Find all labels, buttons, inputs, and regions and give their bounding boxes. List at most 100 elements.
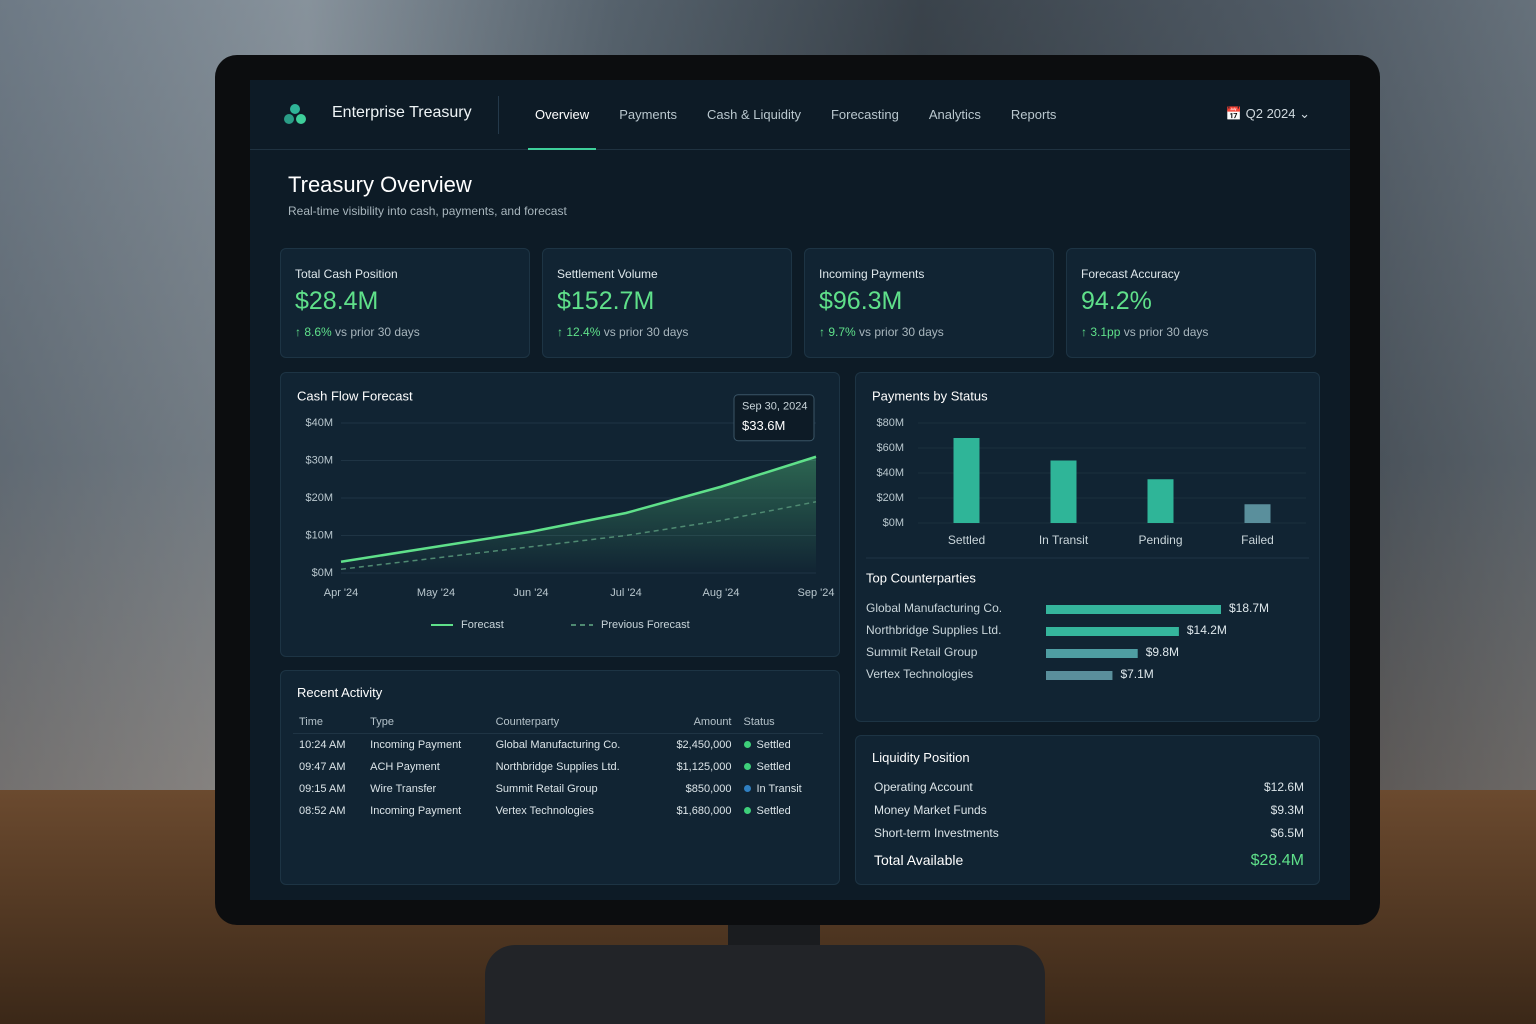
- status-cell: Settled: [738, 756, 824, 778]
- liquidity-value: $9.3M: [1270, 803, 1304, 817]
- liquidity-value: $12.6M: [1263, 780, 1304, 794]
- bar: [1147, 479, 1174, 523]
- kpi-note: vs prior 30 days: [335, 325, 420, 339]
- table-row: 10:24 AM Incoming Payment Global Manufactu…: [293, 734, 823, 757]
- status: Settled: [756, 805, 791, 817]
- bar: [1050, 460, 1077, 523]
- kpi-change: ↑ 9.7% vs prior 30 days: [819, 325, 944, 339]
- nav-item[interactable]: Cash & Liquidity: [707, 107, 801, 122]
- kpi-value: 94.2%: [1081, 287, 1152, 315]
- counterparty-name: Northbridge Supplies Ltd.: [866, 623, 1001, 637]
- time-cell: 10:24 AM: [299, 739, 346, 751]
- line: [340, 501, 817, 570]
- column-header: Type: [364, 711, 490, 734]
- y-tick-label: $20M: [876, 492, 904, 504]
- liquidity-total: Total Available $28.4M: [874, 852, 1304, 869]
- x-tick-label: Jul '24: [610, 587, 641, 599]
- nav: Overview Payments Cash & Liquidity Forecast…: [520, 80, 1071, 150]
- nav-item[interactable]: Forecasting: [830, 107, 899, 122]
- kpi-label: Forecast Accuracy: [1081, 267, 1180, 281]
- status-dot: [743, 807, 751, 814]
- column-header: Status: [737, 711, 823, 734]
- tooltip-value: $33.6M: [742, 418, 785, 433]
- status-dot: [743, 741, 751, 748]
- line: [340, 455, 817, 563]
- kpi-change: ↑ 12.4% vs prior 30 days: [557, 325, 688, 339]
- separator: [498, 96, 499, 134]
- y-tick-label: $60M: [876, 442, 904, 454]
- y-tick-label: $40M: [305, 417, 333, 429]
- page-subtitle: Real-time visibility into cash, payments…: [288, 204, 567, 218]
- kpi-value: $28.4M: [295, 287, 379, 315]
- kpi-value: $96.3M: [819, 287, 903, 315]
- liquidity-row: Money Market Funds $9.3M: [874, 803, 1304, 817]
- payments-chart: Payments by Status $0M $20M $40M $60M $80M Set…: [866, 388, 1309, 681]
- nav-item[interactable]: Analytics: [928, 107, 981, 122]
- counterparty-cell: Northbridge Supplies Ltd.: [495, 761, 620, 773]
- nav-item[interactable]: Payments: [619, 107, 677, 122]
- hbar: [1046, 627, 1179, 636]
- chart-title: Cash Flow Forecast: [297, 388, 413, 403]
- activity-card: Recent Activity Time Type Counterparty Amou…: [280, 670, 840, 885]
- cash-flow-card: Cash Flow Forecast $0M $10M $20M $30M $40M Apr…: [280, 372, 840, 657]
- y-tick-label: $0M: [883, 517, 904, 529]
- kpi-delta: ↑ 3.1pp: [1081, 325, 1121, 339]
- liquidity-title: Liquidity Position: [872, 750, 970, 765]
- amount-cell: $850,000: [685, 783, 732, 795]
- x-tick-label: Jun '24: [513, 587, 548, 599]
- x-tick-label: Pending: [1138, 533, 1182, 547]
- x-tick-label: In Transit: [1039, 533, 1089, 547]
- logo: [284, 104, 306, 124]
- y-tick-label: $20M: [305, 492, 333, 504]
- y-tick-label: $80M: [876, 417, 904, 429]
- table-row: 09:15 AM Wire Transfer Summit Retail Group…: [293, 778, 823, 800]
- table-header: Time Type Counterparty Amount Status: [293, 711, 823, 734]
- chart-title: Top Counterparties: [866, 570, 976, 585]
- counterparty-cell: Summit Retail Group: [495, 783, 598, 795]
- kpi-delta: ↑ 9.7%: [819, 325, 856, 339]
- status-dot: [743, 763, 751, 770]
- activity-title: Recent Activity: [297, 685, 383, 700]
- x-tick-label: Apr '24: [324, 587, 359, 599]
- page-title: Treasury Overview: [288, 172, 472, 197]
- kpi-card: Settlement Volume $152.7M ↑ 12.4% vs prior…: [542, 248, 792, 358]
- counterparty-name: Summit Retail Group: [866, 645, 978, 659]
- counterparty-cell: Global Manufacturing Co.: [495, 739, 621, 751]
- kpi-value: $152.7M: [557, 287, 655, 315]
- status-dot: [743, 785, 751, 792]
- period-picker[interactable]: 📅 Q2 2024 ⌄: [1225, 106, 1310, 121]
- total-label: Total Available: [874, 852, 964, 868]
- table-row: 08:52 AM Incoming Payment Vertex Technolog…: [293, 800, 823, 822]
- kpi-note: vs prior 30 days: [1123, 325, 1209, 339]
- kpi-delta: ↑ 12.4%: [557, 325, 601, 339]
- kpi-change: ↑ 8.6% vs prior 30 days: [295, 325, 420, 339]
- kpi-label: Total Cash Position: [295, 267, 398, 281]
- hbar-label: $18.7M: [1229, 601, 1269, 615]
- total-value: $28.4M: [1250, 852, 1304, 869]
- y-tick-label: $40M: [876, 467, 904, 479]
- amount-cell: $1,125,000: [676, 761, 732, 773]
- payments-card: Payments by Status $0M $20M $40M $60M $80M Set…: [855, 372, 1320, 722]
- y-tick-label: $30M: [305, 454, 333, 466]
- hbar: [1046, 649, 1138, 658]
- hbar-label: $14.2M: [1187, 623, 1227, 637]
- period[interactable]: Q2 2024: [1245, 106, 1296, 121]
- bar: [1244, 504, 1271, 523]
- column-header: Amount: [655, 711, 738, 734]
- nav-item[interactable]: Overview: [520, 80, 604, 150]
- kpi-label: Settlement Volume: [557, 267, 658, 281]
- counterparty-name: Vertex Technologies: [866, 667, 973, 681]
- time-cell: 09:47 AM: [299, 761, 346, 773]
- type-cell: ACH Payment: [370, 761, 440, 773]
- kpi-card: Incoming Payments $96.3M ↑ 9.7% vs prior 3…: [804, 248, 1054, 358]
- kpi-note: vs prior 30 days: [859, 325, 944, 339]
- x-tick-label: Aug '24: [703, 587, 740, 599]
- cash-flow-chart: Cash Flow Forecast $0M $10M $20M $30M $40M Apr…: [297, 388, 835, 630]
- kpi-label: Incoming Payments: [819, 267, 925, 281]
- liquidity-label: Money Market Funds: [874, 803, 987, 817]
- nav-item[interactable]: Reports: [1010, 107, 1057, 122]
- dashboard: Enterprise Treasury Overview Payments Cash…: [250, 80, 1350, 900]
- type-cell: Incoming Payment: [370, 805, 462, 817]
- x-tick-label: Sep '24: [798, 587, 835, 599]
